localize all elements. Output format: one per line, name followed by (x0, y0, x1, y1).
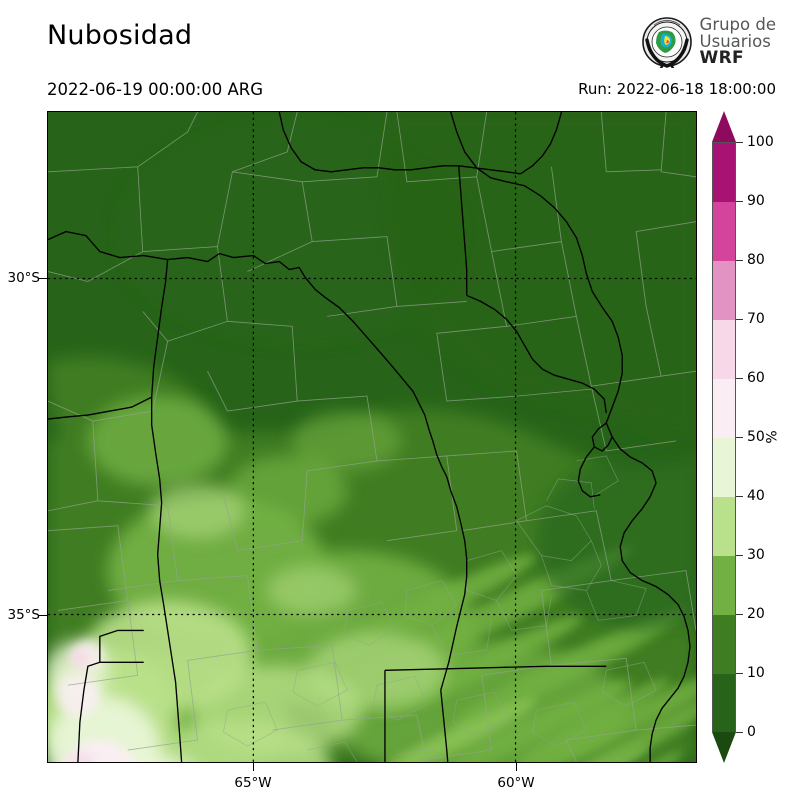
lat-tick-mark-1 (39, 615, 47, 617)
colorbar-band (713, 438, 735, 497)
colorbar-band (713, 497, 735, 556)
colorbar-tick-label: 70 (747, 311, 765, 327)
colorbar-tick-label: 50 (747, 429, 765, 445)
colorbar-band (713, 261, 735, 320)
colorbar-tick-label: 20 (747, 606, 765, 622)
colorbar-tick-label: 40 (747, 488, 765, 504)
map-plot-area[interactable] (47, 111, 697, 763)
colorbar-tick-mark (736, 260, 743, 262)
colorbar-tick-mark (736, 673, 743, 675)
colorbar-band (713, 379, 735, 438)
colorbar-tick-label: 60 (747, 370, 765, 386)
logo-line-1: Grupo de (699, 15, 776, 34)
lat-tick-label-1: 35°S (7, 607, 41, 623)
colorbar-tick-label: 100 (747, 134, 774, 150)
colorbar[interactable]: 0 10 20 30 40 50 60 70 80 90 100 (712, 111, 774, 763)
lon-tick-mark-0 (253, 763, 255, 771)
colorbar-tick-mark (736, 732, 743, 734)
colorbar-band (713, 615, 735, 674)
colorbar-under-arrow (712, 732, 736, 763)
colorbar-tick-label: 80 (747, 252, 765, 268)
lon-tick-label-0: 65°W (234, 775, 272, 791)
colorbar-tick-mark (736, 496, 743, 498)
colorbar-axis-label: % (764, 430, 781, 444)
logo-line-2: Usuarios (699, 32, 771, 52)
colorbar-tick-label: 0 (747, 724, 756, 740)
cloud-cover-field (48, 112, 696, 762)
lat-tick-mark-0 (39, 278, 47, 280)
colorbar-over-arrow (712, 111, 736, 142)
colorbar-tick-label: 30 (747, 547, 765, 563)
colorbar-tick-mark (736, 614, 743, 616)
wrf-user-group-logo: Grupo de Usuarios WRF (641, 14, 776, 70)
colorbar-tick-mark (736, 319, 743, 321)
colorbar-band (713, 674, 735, 733)
colorbar-band (713, 202, 735, 261)
colorbar-tick-label: 90 (747, 193, 765, 209)
colorbar-tick-mark (736, 555, 743, 557)
colorbar-tick-mark (736, 437, 743, 439)
valid-time-label: 2022-06-19 00:00:00 ARG (47, 80, 264, 99)
run-time-label: Run: 2022-06-18 18:00:00 (578, 80, 776, 98)
globe-emblem-icon (641, 16, 693, 70)
colorbar-tick-mark (736, 201, 743, 203)
logo-text: Grupo de Usuarios WRF (700, 16, 776, 68)
logo-line-3: WRF (699, 48, 744, 69)
lat-tick-label-0: 30°S (7, 270, 41, 286)
colorbar-tick-label: 10 (747, 665, 765, 681)
colorbar-tick-mark (736, 378, 743, 380)
lon-tick-label-1: 60°W (497, 775, 535, 791)
colorbar-bands (712, 142, 736, 733)
lon-tick-mark-1 (516, 763, 518, 771)
page-title: Nubosidad (47, 20, 193, 51)
colorbar-tick-mark (736, 142, 743, 144)
colorbar-band (713, 556, 735, 615)
colorbar-band (713, 143, 735, 202)
colorbar-band (713, 320, 735, 379)
